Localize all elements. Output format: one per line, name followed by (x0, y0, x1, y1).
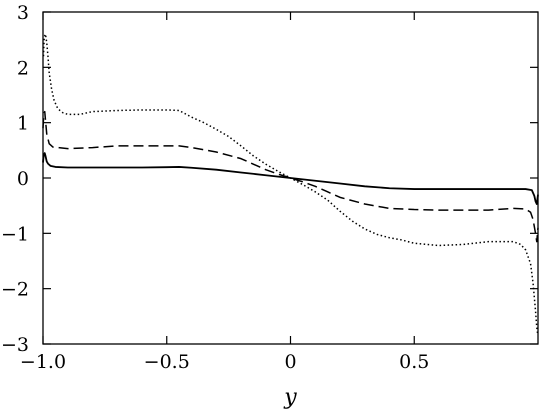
x-tick-label: 0.5 (399, 351, 429, 373)
x-tick-label: −1.0 (20, 351, 66, 373)
ticks-layer: −1.0 −0.5 0 0.5 −3 −2 −1 0 1 2 3 (1, 2, 538, 373)
x-tick-label: 0 (284, 351, 296, 373)
y-tick-label: 0 (17, 168, 29, 190)
series-line-dotted (42, 33, 539, 334)
y-tick-label: −3 (1, 334, 29, 356)
y-tick-label: 3 (17, 2, 29, 24)
x-axis-label: y (283, 385, 297, 410)
y-tick-label: −1 (1, 223, 29, 245)
series-line-dashed (42, 110, 539, 243)
y-tick-label: 2 (17, 57, 29, 79)
y-tick-label: −2 (1, 279, 29, 301)
y-tick-label: 1 (17, 113, 29, 135)
series-layer (42, 33, 539, 334)
series-line-solid (42, 152, 539, 205)
plot-frame (42, 11, 539, 345)
x-tick-label: −0.5 (144, 351, 190, 373)
